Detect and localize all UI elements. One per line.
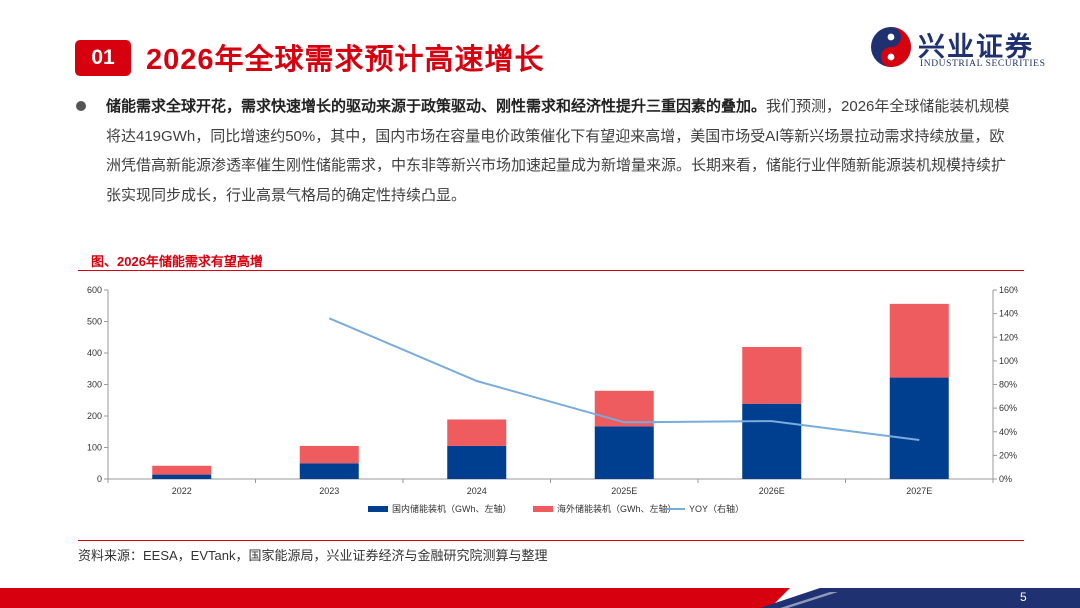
bar-domestic: [889, 377, 949, 479]
x-tick-label: 2025E: [611, 486, 637, 496]
x-tick-label: 2027E: [906, 486, 932, 496]
stacked-bar-line-chart: 0 100 200 300 400 500 600 0% 20% 40% 60% 80% 100% 120…: [87, 285, 1018, 514]
logo-english-text: INDUSTRIAL SECURITIES: [920, 59, 1046, 69]
y-tick-label-right: 60%: [999, 403, 1017, 413]
bar-overseas: [594, 390, 654, 427]
y-tick-label-right: 20%: [999, 450, 1017, 460]
y-tick-label-left: 500: [87, 317, 102, 327]
page-title: 2026年全球需求预计高速增长: [146, 44, 545, 76]
body-bold-lead: 储能需求全球开花，需求快速增长的驱动来源于政策驱动、刚性需求和经济性提升三重因素…: [106, 98, 767, 115]
y-tick-label-right: 160%: [999, 285, 1018, 295]
data-source-note: 资料来源：EESA，EVTank，国家能源局，兴业证券经济与金融研究院测算与整理: [78, 548, 548, 563]
bar-overseas: [299, 445, 359, 464]
y-tick-label-right: 120%: [999, 332, 1018, 342]
legend-item-overseas-swatch: [533, 506, 553, 512]
body-text: 我们预测，2026年全球储能装机规模将达419GWh，同比增速约50%，其中，国…: [106, 98, 1010, 204]
x-tick-label: 2024: [467, 486, 487, 496]
bar-overseas: [889, 303, 949, 378]
bullet-dot: [76, 101, 86, 111]
figure-title-rule: [78, 270, 1024, 271]
y-tick-label-right: 40%: [999, 427, 1017, 437]
section-number-badge: 01: [75, 40, 131, 76]
bar-domestic: [152, 474, 212, 479]
company-logo: 兴业证券 INDUSTRIAL SECURITIES: [870, 24, 1060, 74]
footer-bar: [0, 588, 1080, 608]
y-tick-label-left: 200: [87, 411, 102, 421]
body-paragraph: 储能需求全球开花，需求快速增长的驱动来源于政策驱动、刚性需求和经济性提升三重因素…: [106, 92, 1011, 210]
slide-header: 01 2026年全球需求预计高速增长 兴业证券 INDUSTRIAL SECUR…: [0, 0, 1080, 90]
figure-title: 图、2026年储能需求有望高增: [91, 254, 263, 269]
bar-overseas: [447, 419, 507, 446]
y-tick-label-left: 300: [87, 380, 102, 390]
bar-overseas: [152, 465, 212, 475]
logo-mark-icon: [871, 27, 911, 67]
y-tick-label-right: 0%: [999, 474, 1012, 484]
y-tick-label-left: 0: [97, 474, 102, 484]
logo-chinese-text: 兴业证券: [918, 32, 1034, 63]
y-tick-label-left: 100: [87, 443, 102, 453]
legend-item-yoy-label: YOY（右轴）: [689, 503, 744, 514]
y-tick-label-right: 80%: [999, 380, 1017, 390]
bar-domestic: [594, 426, 654, 479]
y-tick-label-left: 400: [87, 348, 102, 358]
bar-domestic: [447, 445, 507, 479]
yoy-line: [328, 317, 920, 441]
source-rule: [78, 540, 1024, 541]
page-number: 5: [1020, 590, 1027, 604]
y-tick-label-right: 100%: [999, 356, 1018, 366]
bar-domestic: [742, 403, 802, 479]
x-tick-label: 2022: [172, 486, 192, 496]
legend-item-overseas-label: 海外储能装机（GWh、左轴）: [557, 503, 677, 514]
y-tick-label-left: 600: [87, 285, 102, 295]
bar-overseas: [742, 347, 802, 404]
legend-item-domestic-swatch: [368, 506, 388, 512]
bar-domestic: [299, 463, 359, 479]
y-tick-label-right: 140%: [999, 309, 1018, 319]
x-tick-label: 2023: [319, 486, 339, 496]
legend-item-domestic-label: 国内储能装机（GWh、左轴）: [392, 503, 512, 514]
x-tick-label: 2026E: [759, 486, 785, 496]
